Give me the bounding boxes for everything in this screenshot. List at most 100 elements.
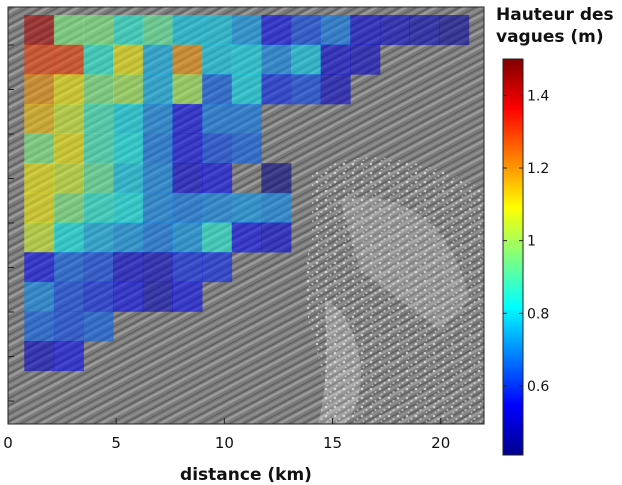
heatmap-cell <box>83 15 114 46</box>
heatmap-cell <box>53 103 84 134</box>
heatmap-cell <box>83 44 114 75</box>
heatmap-cell <box>231 44 262 75</box>
heatmap-cell <box>231 133 262 164</box>
heatmap-cell <box>172 222 203 253</box>
heatmap-cell <box>113 163 144 194</box>
heatmap-cell <box>83 222 114 253</box>
colorbar-tick-label: 1.4 <box>527 88 549 104</box>
x-tick-label: 20 <box>431 434 450 452</box>
x-axis: 0 5 10 15 20 <box>3 418 450 452</box>
heatmap-cell <box>261 74 292 105</box>
heatmap-cell <box>113 222 144 253</box>
heatmap-cell <box>261 222 292 253</box>
heatmap-cell <box>172 44 203 75</box>
heatmap-cell <box>83 252 114 283</box>
heatmap-cell <box>172 74 203 105</box>
plot-frame <box>7 6 485 425</box>
heatmap-cell <box>24 74 55 105</box>
colorbar-tick-label: 1.2 <box>527 161 549 177</box>
colorbar-tick-label: 0.6 <box>527 379 549 395</box>
heatmap-cell <box>142 74 173 105</box>
heatmap-cell <box>320 15 351 46</box>
heatmap-cell <box>24 15 55 46</box>
heatmap-cell <box>142 222 173 253</box>
heatmap-cell <box>261 192 292 223</box>
heatmap-cell <box>24 252 55 283</box>
heatmap-cell <box>24 103 55 134</box>
heatmap-cell <box>439 15 470 46</box>
x-tick-label: 10 <box>215 434 234 452</box>
heatmap-cell <box>113 192 144 223</box>
heatmap-cell <box>83 163 114 194</box>
colorbar <box>502 58 524 456</box>
heatmap-cell <box>53 163 84 194</box>
heatmap-cell <box>24 222 55 253</box>
x-tick-label: 0 <box>3 434 13 452</box>
heatmap-cell <box>24 133 55 164</box>
heatmap-cell <box>202 74 233 105</box>
heatmap-cell <box>83 281 114 312</box>
heatmap-cell <box>142 44 173 75</box>
heatmap-cell <box>202 103 233 134</box>
heatmap-cell <box>142 252 173 283</box>
colorbar-title-line-2: vagues (m) <box>496 27 604 47</box>
heatmap-cell <box>83 133 114 164</box>
heatmap-cells <box>24 15 470 372</box>
heatmap-cell <box>172 15 203 46</box>
heatmap-cell <box>113 252 144 283</box>
heatmap-cell <box>231 74 262 105</box>
heatmap-cell <box>142 192 173 223</box>
heatmap-cell <box>291 15 322 46</box>
heatmap-cell <box>202 44 233 75</box>
heatmap-cell <box>231 103 262 134</box>
heatmap-cell <box>291 44 322 75</box>
heatmap-cell <box>202 192 233 223</box>
colorbar-tick-label: 0.8 <box>527 306 549 322</box>
heatmap-cell <box>142 163 173 194</box>
heatmap-cell <box>53 222 84 253</box>
heatmap-cell <box>320 74 351 105</box>
heatmap-cell <box>113 281 144 312</box>
x-tick-label: 5 <box>111 434 121 452</box>
heatmap-cell <box>172 133 203 164</box>
heatmap-cell <box>24 163 55 194</box>
heatmap-cell <box>53 341 84 372</box>
heatmap-cell <box>53 192 84 223</box>
heatmap-cell <box>231 222 262 253</box>
heatmap-cell <box>231 15 262 46</box>
heatmap-cell <box>202 15 233 46</box>
heatmap-cell <box>202 252 233 283</box>
heatmap-cell <box>53 133 84 164</box>
heatmap-cell <box>172 252 203 283</box>
heatmap-cell <box>320 44 351 75</box>
heatmap-cell <box>24 192 55 223</box>
heatmap-cell <box>53 252 84 283</box>
heatmap-cell <box>142 133 173 164</box>
heatmap-cell <box>113 44 144 75</box>
heatmap-cell <box>142 103 173 134</box>
colorbar-tick-label: 1 <box>527 234 536 250</box>
colorbar-ticks: 0.6 0.8 1 1.2 1.4 <box>503 88 549 395</box>
heatmap-cell <box>53 44 84 75</box>
heatmap-cell <box>350 44 381 75</box>
heatmap-cell <box>24 281 55 312</box>
heatmap-cell <box>291 74 322 105</box>
heatmap-cell <box>231 192 262 223</box>
heatmap-cell <box>350 15 381 46</box>
heatmap-cell <box>53 281 84 312</box>
heatmap-cell <box>202 222 233 253</box>
heatmap-cell <box>142 281 173 312</box>
heatmap-cell <box>261 15 292 46</box>
heatmap-cell <box>172 103 203 134</box>
heatmap-cell <box>24 311 55 342</box>
heatmap-cell <box>83 311 114 342</box>
heatmap-cell <box>113 133 144 164</box>
x-tick-label: 15 <box>323 434 342 452</box>
heatmap-cell <box>172 192 203 223</box>
heatmap-cell <box>202 163 233 194</box>
heatmap-cell <box>24 341 55 372</box>
heatmap-cell <box>53 15 84 46</box>
heatmap-cell <box>113 15 144 46</box>
heatmap-cell <box>261 163 292 194</box>
